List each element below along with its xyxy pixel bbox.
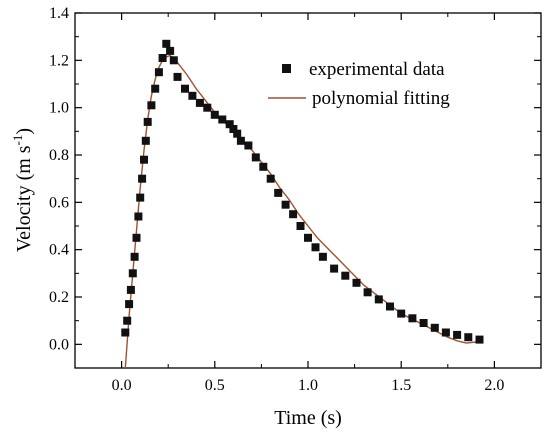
data-point: [330, 264, 339, 273]
data-point: [121, 328, 130, 337]
data-point: [154, 68, 163, 77]
data-point: [136, 193, 145, 202]
legend-scatter-marker: [282, 64, 291, 73]
data-point: [132, 233, 141, 242]
data-point: [134, 212, 143, 221]
x-tick-label: 1.0: [298, 377, 318, 394]
data-point: [363, 288, 372, 297]
data-point: [143, 117, 152, 126]
y-tick-label: 0.0: [49, 336, 69, 353]
data-point: [125, 300, 134, 309]
data-point: [441, 328, 450, 337]
y-tick-label: 0.2: [49, 289, 69, 306]
data-point: [203, 103, 212, 112]
data-point: [195, 98, 204, 107]
data-point: [158, 54, 167, 62]
data-point: [244, 141, 253, 150]
data-point: [296, 222, 305, 230]
data-point: [147, 101, 156, 110]
data-point: [151, 84, 160, 93]
data-point: [259, 162, 268, 171]
data-point: [281, 200, 290, 209]
data-point: [374, 295, 383, 304]
x-tick-label: 1.5: [391, 377, 411, 394]
data-point: [126, 285, 135, 294]
x-tick-label: 0.5: [205, 377, 225, 394]
y-axis-title-sup: -1: [10, 135, 25, 146]
data-point: [289, 210, 298, 219]
data-point: [386, 302, 394, 311]
data-point: [304, 233, 312, 242]
data-point: [138, 174, 147, 183]
y-tick-label: 1.0: [49, 100, 69, 117]
y-axis-title-main: Velocity (m s: [13, 145, 35, 252]
data-point: [475, 335, 484, 344]
data-point: [233, 129, 242, 138]
x-tick-label: 0.0: [112, 377, 132, 394]
data-point: [169, 56, 178, 65]
y-tick-label: 0.8: [49, 147, 69, 164]
data-point: [166, 46, 175, 55]
data-point: [464, 333, 473, 342]
data-point: [311, 243, 320, 252]
data-point: [430, 323, 439, 332]
data-point: [188, 91, 197, 100]
data-point: [419, 319, 428, 327]
data-point: [318, 252, 327, 261]
plot-frame: [74, 12, 542, 369]
data-point: [453, 330, 462, 339]
x-axis-title: Time (s): [274, 407, 342, 429]
data-point: [229, 125, 238, 133]
data-point: [140, 155, 148, 164]
data-point: [397, 309, 406, 318]
data-point: [352, 278, 361, 287]
data-point: [173, 72, 182, 81]
y-tick-label: 1.4: [49, 5, 69, 22]
y-axis-title: Velocity (m s-1): [10, 128, 35, 252]
data-point: [162, 39, 171, 48]
legend-fit-label: polynomial fitting: [312, 88, 450, 109]
data-point: [266, 174, 275, 183]
data-point: [141, 136, 150, 145]
y-axis-ticks: 0.0 0.2 0.4 0.6 0.8 1.0 1.2 1.4: [49, 5, 541, 353]
data-point: [274, 188, 283, 197]
data-point: [236, 136, 245, 145]
x-axis-ticks: 0.0 0.5 1.0 1.5 2.0: [112, 13, 504, 394]
legend: experimental data polynomial fitting: [268, 59, 450, 109]
data-point: [408, 314, 417, 323]
legend-scatter-label: experimental data: [309, 59, 445, 80]
y-tick-label: 1.2: [49, 52, 69, 69]
data-point: [128, 269, 137, 278]
data-point: [218, 115, 227, 124]
y-axis-title-close: ): [13, 128, 35, 135]
data-point: [251, 153, 260, 162]
data-point: [181, 84, 189, 93]
data-point: [123, 316, 132, 325]
data-point: [225, 120, 234, 129]
data-point: [210, 110, 219, 119]
y-tick-label: 0.6: [49, 194, 69, 211]
x-tick-label: 2.0: [484, 377, 504, 394]
data-point: [130, 252, 139, 261]
data-point: [341, 271, 350, 280]
scatter-points-layer: [121, 39, 484, 344]
y-tick-label: 0.4: [49, 242, 69, 259]
